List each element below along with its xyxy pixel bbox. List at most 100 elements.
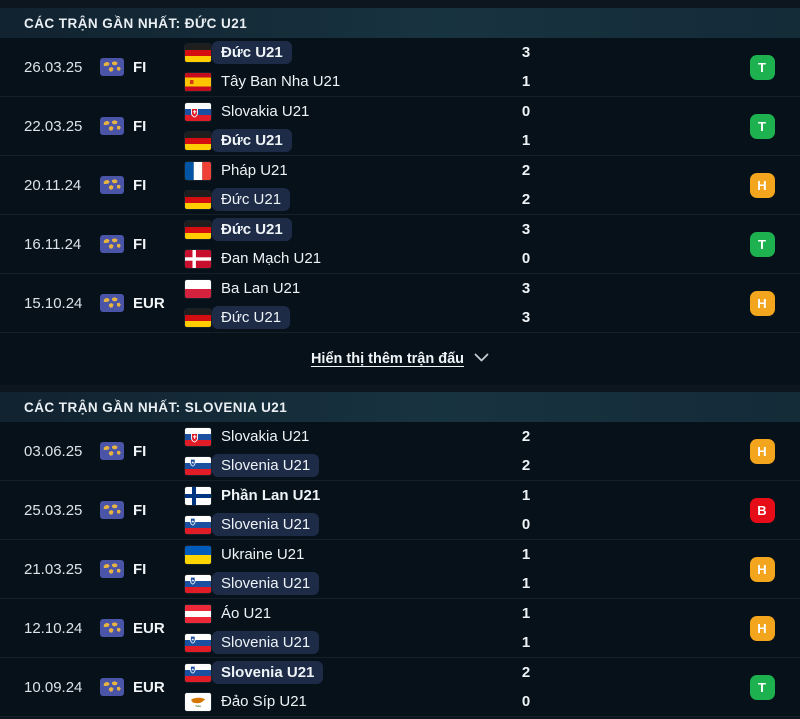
match-date: 26.03.25: [24, 58, 83, 76]
result-badge-cell: T: [724, 231, 800, 257]
result-badge-cell: T: [724, 113, 800, 139]
team-line: Slovenia U21 2: [185, 451, 724, 480]
match-date: 16.11.24: [24, 235, 82, 253]
world-map-icon: [100, 176, 124, 194]
team-line: Slovakia U21 2: [185, 422, 724, 451]
competition: FI: [100, 235, 185, 253]
team-name: Slovenia U21: [212, 631, 320, 654]
competition-label: FI: [133, 235, 147, 253]
teams: Slovakia U21 0 Đức U21 1: [185, 97, 724, 155]
match-row[interactable]: 12.10.24 EUR Áo U21 1 Slovenia U21 1 H: [0, 599, 800, 658]
team-name: Ba Lan U21: [221, 280, 301, 297]
team-score: 2: [521, 457, 531, 474]
team-line: Slovenia U21 1: [185, 628, 724, 657]
team-name: Đảo Síp U21: [221, 693, 307, 710]
team-name: Áo U21: [221, 605, 272, 622]
team-score: 0: [521, 103, 531, 120]
competition: FI: [100, 501, 185, 519]
competition: FI: [100, 442, 185, 460]
competition-label: FI: [133, 442, 147, 460]
match-row[interactable]: 25.03.25 FI Phần Lan U21 1 Slovenia U21 0 B: [0, 481, 800, 540]
result-badge-cell: T: [724, 674, 800, 700]
team-name: Phần Lan U21: [221, 487, 321, 504]
france-flag-icon: [185, 161, 211, 180]
finland-flag-icon: [185, 486, 211, 505]
team-name: Pháp U21: [221, 162, 288, 179]
match-date: 10.09.24: [24, 678, 83, 696]
team-line: Đảo Síp U21 0: [185, 687, 724, 716]
result-badge: T: [749, 54, 775, 80]
match-row[interactable]: 16.11.24 FI Đức U21 3 Đan Mạch U21 0 T: [0, 215, 800, 274]
competition-label: FI: [133, 176, 147, 194]
match-date: 25.03.25: [24, 501, 83, 519]
competition: FI: [100, 176, 185, 194]
competition-label: EUR: [133, 678, 165, 696]
team-name: Slovenia U21: [212, 454, 320, 477]
section-title: CÁC TRẬN GẦN NHẤT: SLOVENIA U21: [24, 399, 288, 415]
world-map-icon: [100, 58, 124, 76]
team-line: Slovenia U21 1: [185, 569, 724, 598]
team-name: Đức U21: [212, 306, 291, 329]
teams: Phần Lan U21 1 Slovenia U21 0: [185, 481, 724, 539]
match-row[interactable]: 03.06.25 FI Slovakia U21 2 Slovenia U21 2 H: [0, 422, 800, 481]
team-name: Đức U21: [212, 218, 292, 241]
slovenia-flag-icon: [185, 663, 211, 682]
cyprus-flag-icon: [185, 692, 211, 711]
world-map-icon: [100, 560, 124, 578]
team-name: Đức U21: [212, 188, 291, 211]
team-name: Tây Ban Nha U21: [221, 73, 341, 90]
slovenia-flag-icon: [185, 633, 211, 652]
team-score: 3: [521, 221, 531, 238]
match-row[interactable]: 20.11.24 FI Pháp U21 2 Đức U21 2 H: [0, 156, 800, 215]
team-score: 1: [521, 132, 531, 149]
section-germany-u21: CÁC TRẬN GẦN NHẤT: ĐỨC U21 26.03.25 FI Đức…: [0, 8, 800, 385]
teams: Slovakia U21 2 Slovenia U21 2: [185, 422, 724, 480]
match-row[interactable]: 26.03.25 FI Đức U21 3 Tây Ban Nha U21 1 T: [0, 38, 800, 97]
result-badge: H: [749, 615, 775, 641]
denmark-flag-icon: [185, 249, 211, 268]
germany-flag-icon: [185, 190, 211, 209]
show-more-link[interactable]: Hiển thị thêm trận đấu: [311, 350, 489, 368]
result-badge-cell: H: [724, 556, 800, 582]
section-header: CÁC TRẬN GẦN NHẤT: ĐỨC U21: [0, 8, 800, 38]
show-more-label: Hiển thị thêm trận đấu: [310, 351, 465, 367]
austria-flag-icon: [185, 604, 211, 623]
world-map-icon: [100, 442, 124, 460]
team-score: 0: [521, 250, 531, 267]
competition: FI: [100, 58, 185, 76]
world-map-icon: [100, 501, 124, 519]
team-line: Phần Lan U21 1: [185, 481, 724, 510]
team-score: 1: [521, 546, 531, 563]
world-map-icon: [100, 678, 124, 696]
match-row[interactable]: 22.03.25 FI Slovakia U21 0 Đức U21 1 T: [0, 97, 800, 156]
competition-label: EUR: [133, 619, 165, 637]
match-row[interactable]: 10.09.24 EUR Slovenia U21 2 Đảo Síp U21 0 T: [0, 658, 800, 717]
world-map-icon: [100, 619, 124, 637]
teams: Pháp U21 2 Đức U21 2: [185, 156, 724, 214]
match-date: 21.03.25: [24, 560, 83, 578]
teams: Ukraine U21 1 Slovenia U21 1: [185, 540, 724, 598]
team-score: 1: [521, 487, 531, 504]
result-badge: H: [749, 172, 775, 198]
match-date: 20.11.24: [24, 176, 82, 194]
match-row[interactable]: 21.03.25 FI Ukraine U21 1 Slovenia U21 1 H: [0, 540, 800, 599]
team-name: Slovenia U21: [212, 572, 320, 595]
germany-flag-icon: [185, 220, 211, 239]
slovakia-flag-icon: [185, 102, 211, 121]
team-name: Slovenia U21: [212, 661, 324, 684]
world-map-icon: [100, 117, 124, 135]
result-badge: T: [749, 231, 775, 257]
team-line: Tây Ban Nha U21 1: [185, 67, 724, 96]
result-badge: H: [749, 290, 775, 316]
team-score: 2: [521, 191, 531, 208]
competition-label: FI: [133, 58, 147, 76]
match-date: 03.06.25: [24, 442, 83, 460]
competition: FI: [100, 117, 185, 135]
team-score: 1: [521, 575, 531, 592]
team-line: Slovenia U21 2: [185, 658, 724, 687]
competition: FI: [100, 560, 185, 578]
team-line: Đức U21 1: [185, 126, 724, 155]
team-score: 2: [521, 162, 531, 179]
match-row[interactable]: 15.10.24 EUR Ba Lan U21 3 Đức U21 3 H: [0, 274, 800, 333]
